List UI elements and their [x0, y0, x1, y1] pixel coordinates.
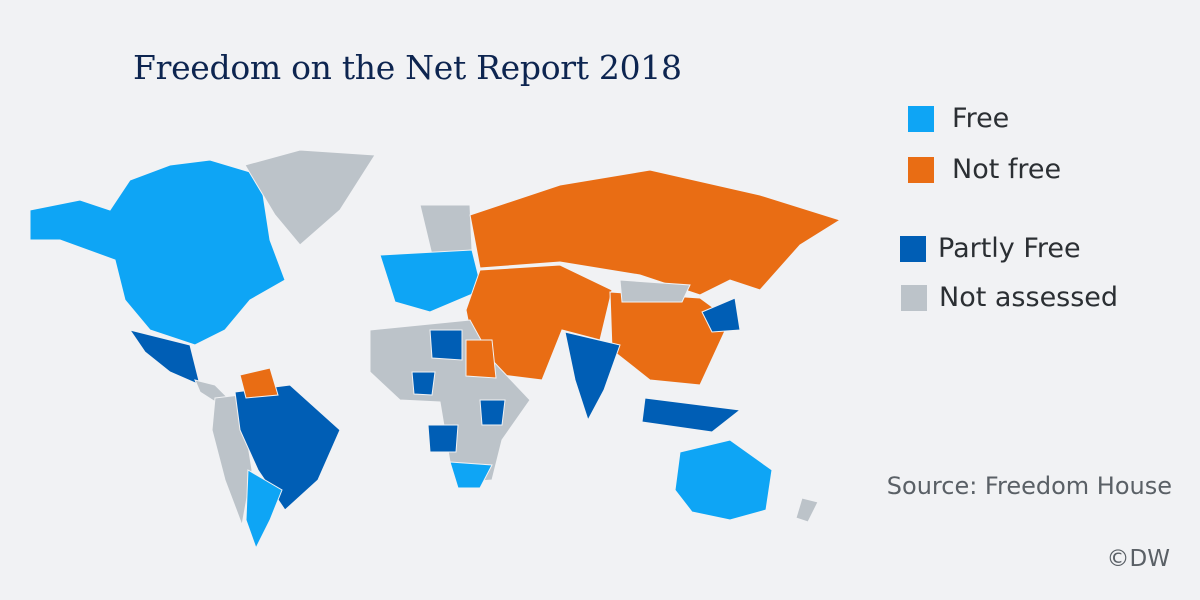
region-southeast-asia [641, 397, 742, 433]
region-scandinavia [419, 204, 473, 256]
legend-label: Not free [952, 154, 1062, 185]
region-egypt [465, 339, 497, 379]
region-angola [427, 424, 459, 453]
region-mongolia [619, 279, 691, 303]
region-venezuela [239, 367, 279, 399]
region-nigeria [411, 371, 436, 396]
legend-label: Partly Free [938, 233, 1081, 264]
region-east-africa [479, 399, 506, 426]
legend-label: Free [952, 103, 1010, 134]
region-india [564, 331, 621, 422]
legend-swatch [908, 156, 934, 183]
region-greenland [244, 149, 376, 246]
region-south-africa [449, 461, 493, 489]
source-note: Source: Freedom House [886, 472, 1172, 500]
region-argentina [245, 469, 283, 550]
legend-free: Free [908, 103, 1009, 134]
region-new-zealand [795, 497, 819, 523]
legend-not-free: Not free [908, 154, 1061, 185]
legend-label: Not assessed [939, 282, 1119, 313]
region-mexico [128, 329, 201, 386]
dw-credit: ©DW [1106, 546, 1170, 572]
region-russia [469, 169, 842, 296]
legend-swatch [900, 235, 926, 262]
region-china [609, 291, 731, 386]
legend-swatch [908, 105, 934, 132]
map-title: Freedom on the Net Report 2018 [133, 48, 682, 87]
region-japan [701, 297, 741, 333]
region-europe [379, 249, 483, 313]
region-australia [674, 439, 773, 521]
legend-swatch [901, 284, 927, 311]
region-brazil [234, 384, 341, 511]
region-north-america [29, 159, 286, 346]
legend-not-assessed: Not assessed [901, 282, 1118, 313]
region-north-africa [429, 329, 463, 361]
legend-partly-free: Partly Free [900, 233, 1081, 264]
